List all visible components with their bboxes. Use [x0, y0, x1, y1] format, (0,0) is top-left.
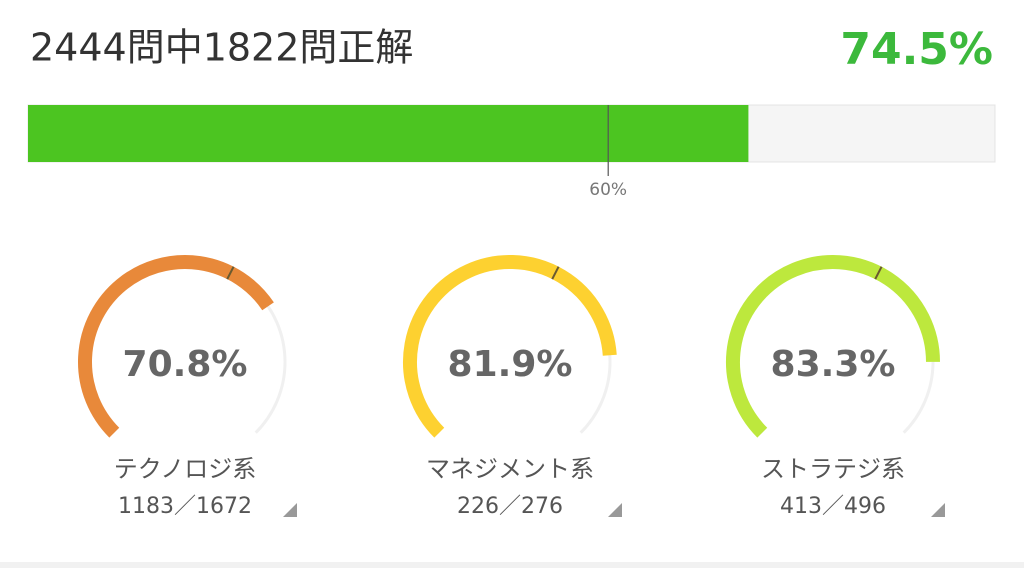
category-counts: 226／276 — [457, 494, 563, 519]
expand-icon — [931, 503, 945, 517]
category-name: ストラテジ系 — [761, 455, 905, 483]
gauge-rate: 83.3% — [771, 344, 896, 385]
expand-icon — [283, 503, 297, 517]
category-counts: 1183／1672 — [118, 494, 252, 519]
category-name: マネジメント系 — [426, 455, 594, 483]
gauge-threshold — [551, 266, 560, 280]
category-counts: 413／496 — [780, 494, 886, 519]
category-name: テクノロジ系 — [114, 455, 257, 483]
overall-rate: 74.5% — [840, 24, 993, 75]
expand-icon — [608, 503, 622, 517]
threshold-label: 60% — [589, 180, 627, 200]
gauge-rate: 81.9% — [448, 344, 573, 385]
bottom-edge — [0, 562, 1024, 568]
gauge-threshold — [226, 266, 235, 280]
gauge-arc — [403, 255, 617, 438]
gauge-rate: 70.8% — [123, 344, 248, 385]
gauge-arc — [726, 255, 940, 438]
title: 2444問中1822問正解 — [30, 26, 413, 70]
progress-fill — [28, 105, 749, 162]
gauge-threshold — [874, 266, 883, 280]
